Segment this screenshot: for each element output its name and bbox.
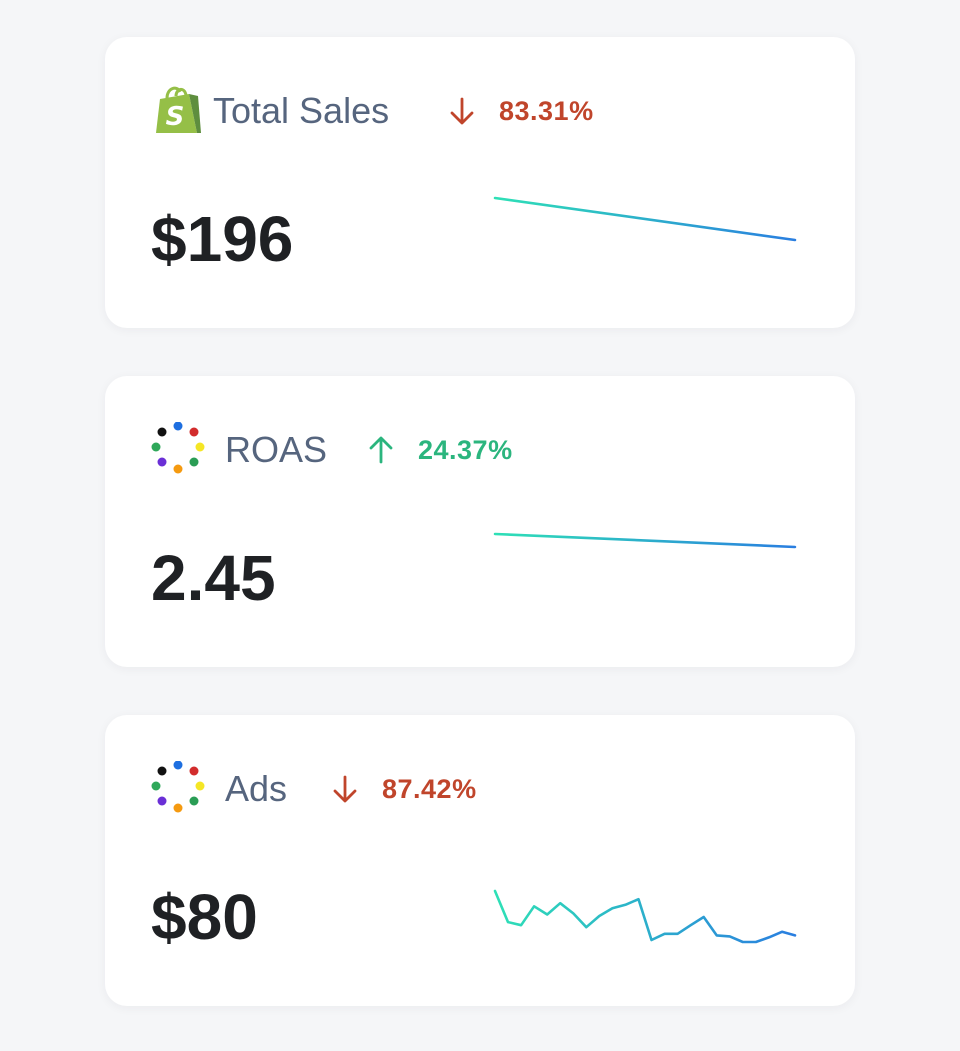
metric-value: $80 <box>151 881 258 953</box>
arrow-down-icon <box>330 773 360 805</box>
arrow-up-icon <box>366 434 396 466</box>
metric-value: 2.45 <box>151 542 276 614</box>
sparkline-path <box>493 196 797 242</box>
metric-card-roas[interactable]: ROAS 24.37% 2.45 <box>105 376 855 667</box>
change-percentage: 83.31% <box>499 96 594 126</box>
arrow-down-icon <box>447 95 477 127</box>
sparkline-path <box>493 889 797 944</box>
sparkline-path <box>493 532 797 549</box>
card-header: Ads 87.42% <box>105 715 855 865</box>
sparkline-chart <box>493 865 797 945</box>
metric-card-total-sales[interactable]: S Total Sales 83.31% $196 <box>105 37 855 328</box>
dot-ring-icon <box>151 422 205 476</box>
shopify-bag-icon: S <box>151 83 205 137</box>
card-title: ROAS <box>225 429 328 470</box>
card-header: S Total Sales 83.31% <box>105 37 855 187</box>
metric-value: $196 <box>151 203 294 275</box>
card-title: Ads <box>225 768 288 809</box>
svg-text:S: S <box>166 102 185 132</box>
card-title: Total Sales <box>213 90 390 131</box>
change-percentage: 24.37% <box>418 435 513 465</box>
metric-card-ads[interactable]: Ads 87.42% $80 <box>105 715 855 1006</box>
sparkline-chart <box>493 526 797 606</box>
change-percentage: 87.42% <box>382 774 477 804</box>
sparkline-chart <box>493 187 797 267</box>
card-header: ROAS 24.37% <box>105 376 855 526</box>
dot-ring-icon <box>151 761 205 815</box>
